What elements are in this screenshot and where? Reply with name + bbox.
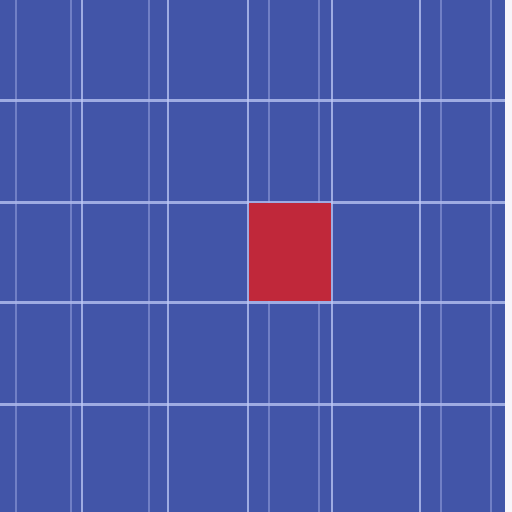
grid-line-horizontal	[0, 99, 505, 102]
grid-line-vertical-faint	[148, 0, 150, 512]
grid-line-vertical	[247, 0, 249, 512]
grid-line-vertical-faint	[490, 0, 492, 512]
grid-line-horizontal	[0, 201, 505, 204]
selected-cell[interactable]	[249, 203, 331, 301]
grid-line-vertical-faint	[440, 0, 442, 512]
grid-line-vertical	[419, 0, 421, 512]
grid-line-vertical-faint	[70, 0, 72, 512]
grid-line-vertical	[81, 0, 83, 512]
grid-line-vertical-faint	[15, 0, 17, 512]
board-edge	[505, 0, 512, 512]
grid-line-horizontal	[0, 403, 505, 406]
grid-line-vertical	[167, 0, 169, 512]
grid-line-vertical	[331, 0, 333, 512]
grid-line-horizontal	[0, 301, 505, 304]
